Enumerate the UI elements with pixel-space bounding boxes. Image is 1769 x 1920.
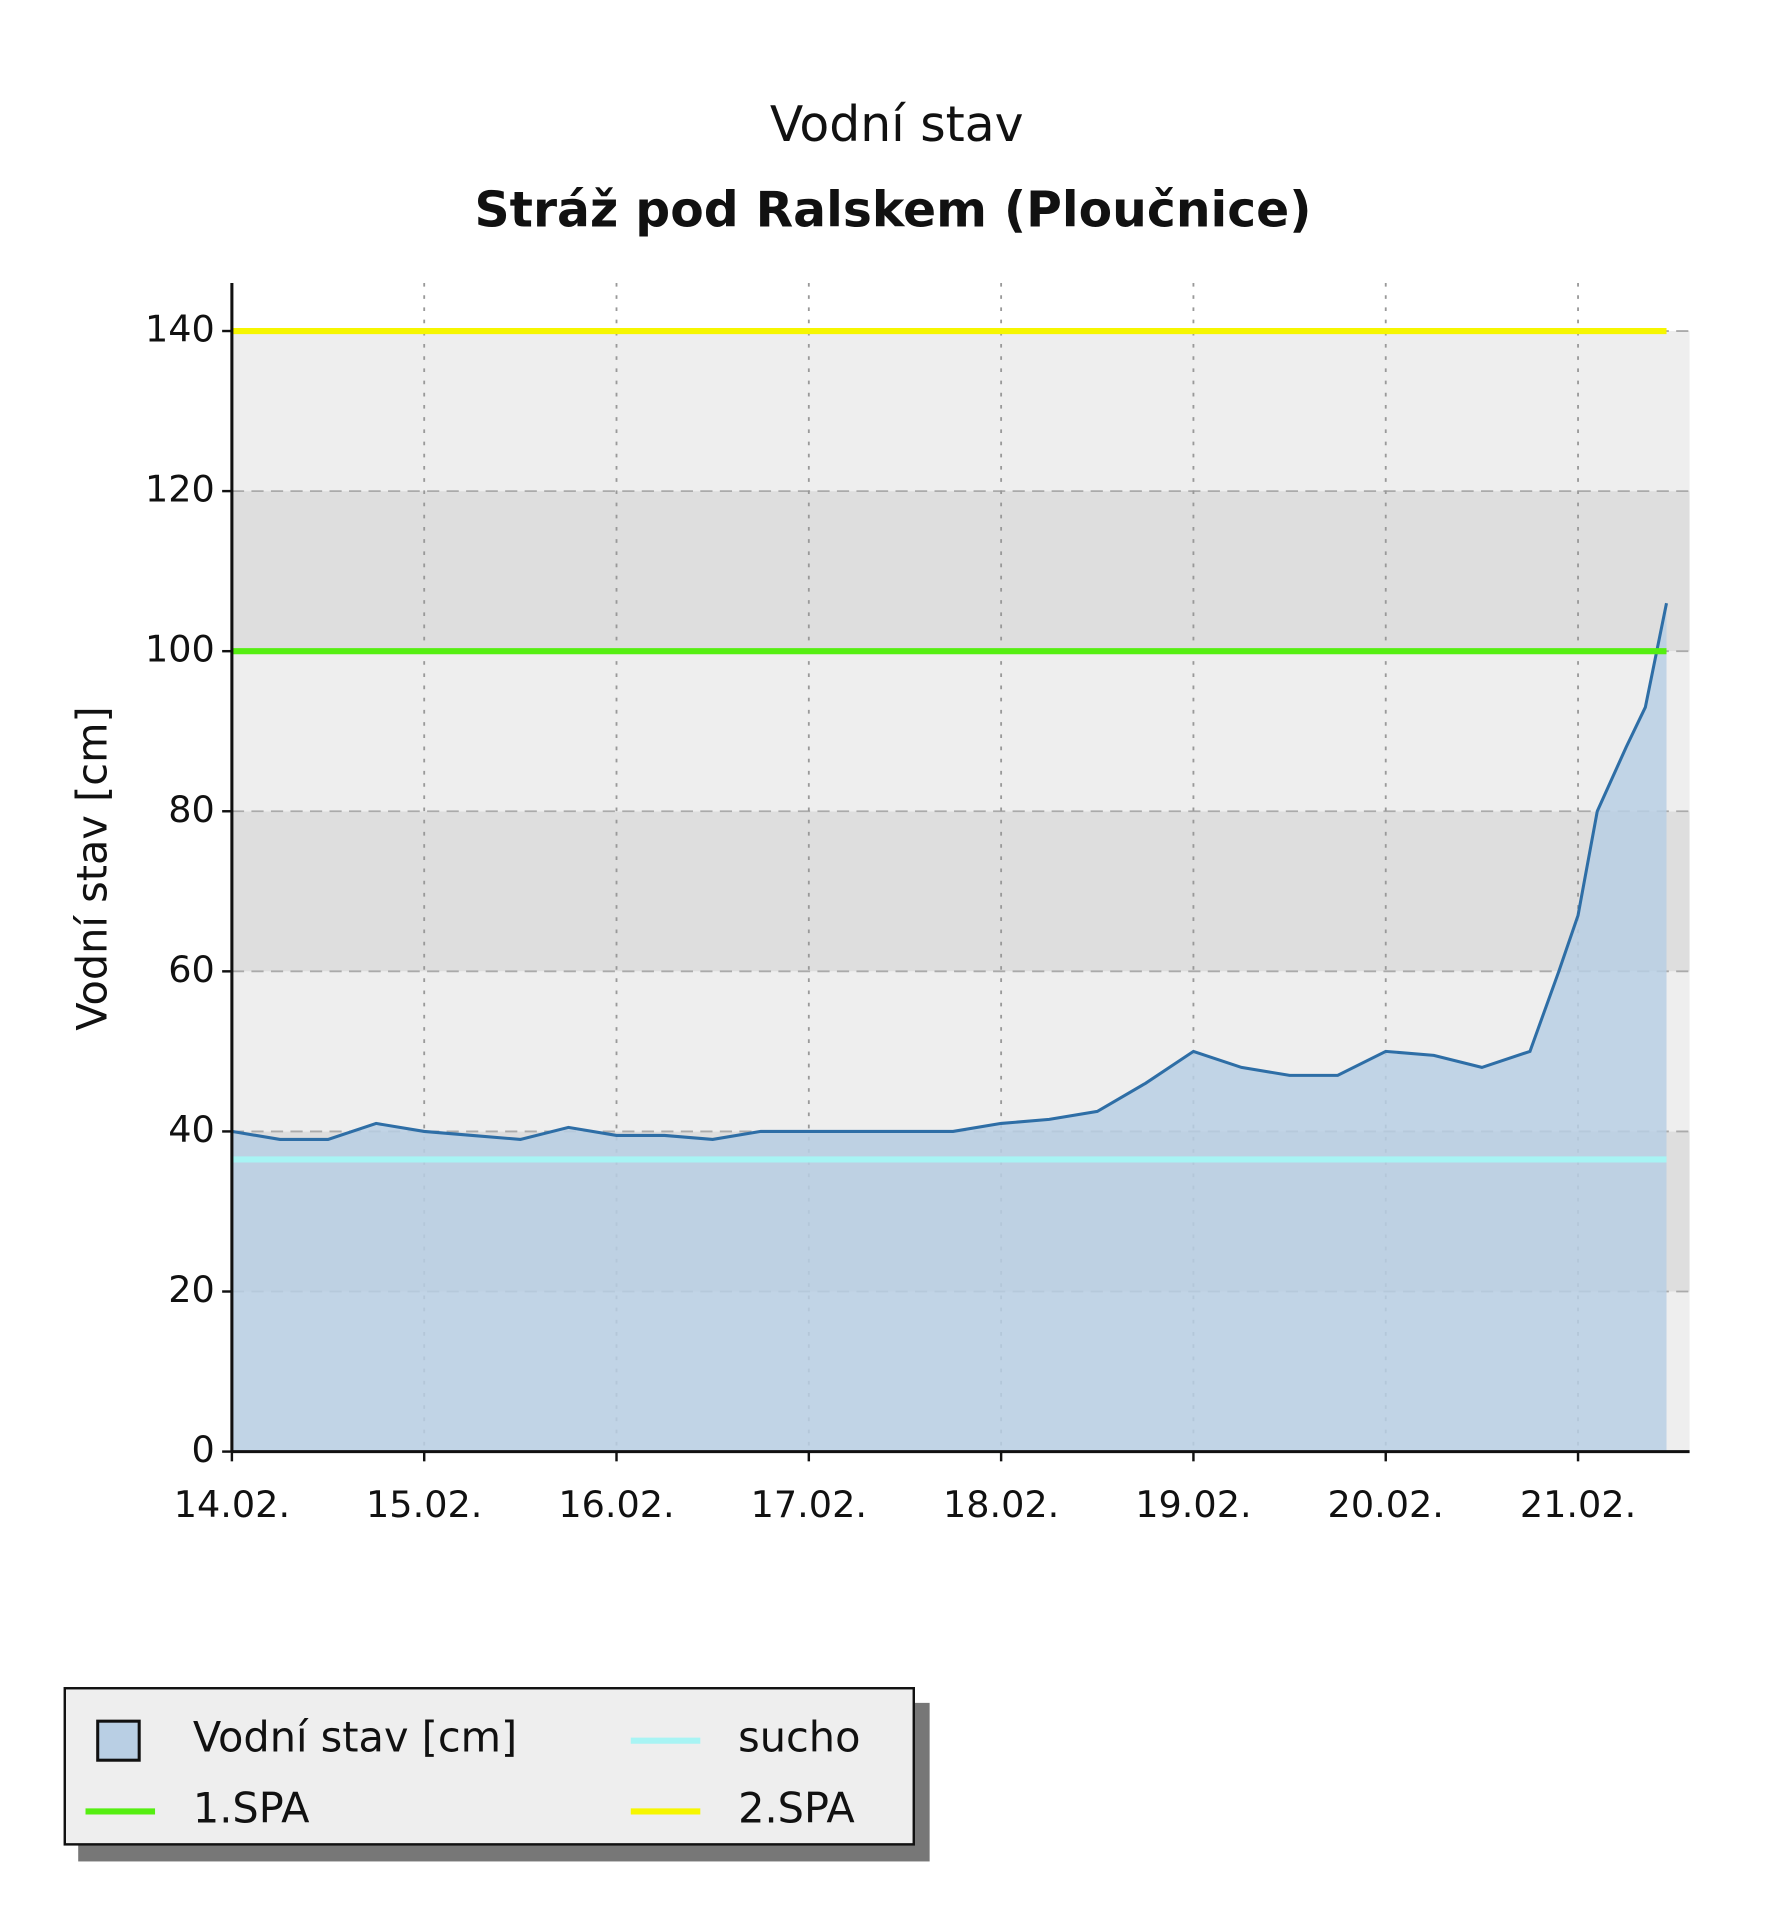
x-tick-label: 15.02. [366,1483,482,1526]
x-tick-label: 18.02. [943,1483,1059,1526]
legend-box [63,1687,915,1846]
x-tick-label: 17.02. [751,1483,867,1526]
y-tick-label: 20 [168,1268,215,1311]
plot-area: 0 20 40 60 80 100 120 140 14.02. 15.02. 16.02. 17.0… [145,282,1690,1526]
x-tick-label: 21.02. [1520,1483,1636,1526]
x-tick-label: 16.02. [558,1483,674,1526]
y-tick-label: 80 [168,788,215,831]
plot-band [231,331,1690,492]
y-tick-label: 140 [145,308,215,351]
y-tick-label: 60 [168,948,215,991]
x-tick-label: 19.02. [1135,1483,1251,1526]
legend-label: sucho [738,1714,860,1762]
area-line [231,602,1668,1141]
plot-band [231,491,1690,652]
plot-band [231,811,1690,972]
legend-swatch [96,1719,141,1762]
chart-title: Vodní stav [770,96,1024,153]
y-tick-label: 120 [145,468,215,511]
legend-label: 2.SPA [738,1784,855,1832]
chart-subtitle: Stráž pod Ralskem (Ploučnice) [474,181,1311,238]
legend-label: Vodní stav [cm] [193,1714,517,1762]
y-axis-label: Vodní stav [cm] [68,706,116,1030]
legend-label: 1.SPA [193,1784,310,1832]
y-tick-label: 100 [145,628,215,671]
y-tick-label: 0 [192,1428,215,1471]
legend: Vodní stav [cm] sucho 1.SPA 2.SPA [63,1687,930,1862]
area-fill [231,603,1667,1452]
y-tick-label: 40 [168,1108,215,1151]
plot-band [231,651,1690,812]
x-tick-label: 14.02. [174,1483,290,1526]
x-tick-label: 20.02. [1328,1483,1444,1526]
